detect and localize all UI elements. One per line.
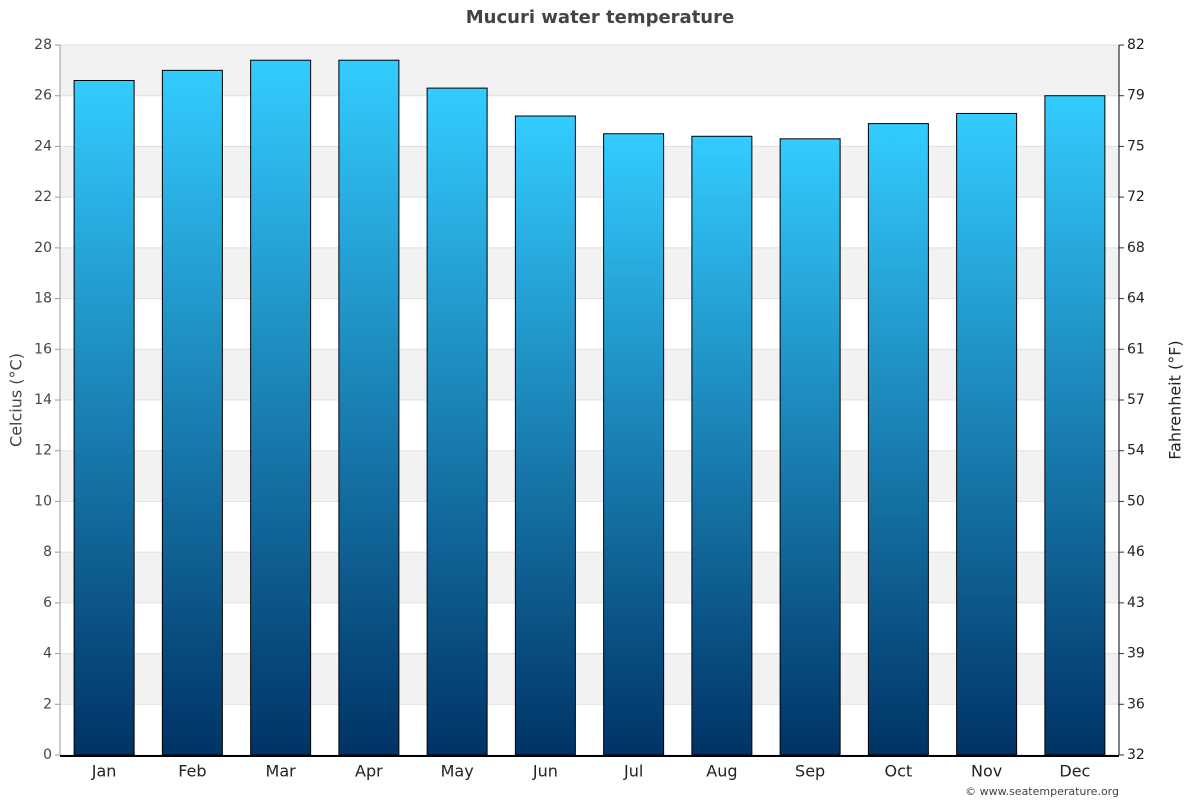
y-tick-label: 24 [34, 138, 52, 154]
y-tick-label: 4 [43, 646, 52, 662]
y2-tick-label: 54 [1127, 443, 1145, 459]
bar [73, 80, 135, 756]
y-axis-label: Celcius (°C) [7, 353, 26, 447]
bar [956, 112, 1018, 756]
chart-title: Mucuri water temperature [466, 7, 734, 28]
y-tick-label: 2 [43, 696, 52, 712]
y2-tick-label: 50 [1127, 493, 1145, 509]
y2-tick-label: 64 [1127, 291, 1145, 307]
y2-tick-label: 82 [1127, 37, 1145, 53]
y2-tick-label: 72 [1127, 189, 1145, 205]
y2-tick-label: 32 [1127, 747, 1145, 763]
y2-tick-label: 43 [1127, 595, 1145, 611]
y2-tick-label: 36 [1127, 696, 1145, 712]
bar [426, 87, 488, 756]
x-tick-label: Aug [706, 762, 737, 781]
y-tick-label: 0 [43, 747, 52, 763]
y-tick-label: 8 [43, 544, 52, 560]
y-tick-label: 10 [34, 493, 52, 509]
x-tick-label: Mar [266, 762, 297, 781]
y2-tick-label: 61 [1127, 341, 1145, 357]
bar [691, 135, 753, 756]
grid-band [60, 298, 1119, 350]
bar [161, 69, 223, 756]
bar [514, 115, 576, 756]
credit: © www.seatemperature.org [965, 785, 1119, 798]
x-tick-label: May [441, 762, 474, 781]
grid-band [60, 602, 1119, 654]
x-tick-label: Feb [178, 762, 206, 781]
y-tick-label: 28 [34, 37, 52, 53]
y2-tick-label: 79 [1127, 88, 1145, 104]
x-tick-label: Sep [795, 762, 825, 781]
x-tick-label: Jul [623, 762, 643, 781]
x-tick-label: Dec [1059, 762, 1090, 781]
grid-band [60, 400, 1119, 451]
y2-tick-label: 46 [1127, 544, 1145, 560]
x-tick-label: Apr [355, 762, 383, 781]
bar [1044, 95, 1106, 756]
y-tick-label: 26 [34, 88, 52, 104]
x-tick-label: Oct [885, 762, 913, 781]
y2-tick-label: 68 [1127, 240, 1145, 256]
grid-band [60, 95, 1119, 147]
grid-band [60, 349, 1119, 400]
x-tick-label: Jun [532, 762, 558, 781]
grid-band [60, 197, 1119, 248]
y2-axis-label: Fahrenheit (°F) [1166, 340, 1185, 459]
grid-band [60, 501, 1119, 553]
y-tick-label: 16 [34, 341, 52, 357]
grid-band [60, 552, 1119, 603]
bar [779, 138, 841, 756]
grid-band [60, 45, 1119, 96]
y-tick-label: 18 [34, 291, 52, 307]
grid-band [60, 704, 1119, 755]
y-tick-label: 12 [34, 443, 52, 459]
bar [338, 59, 400, 756]
bar [867, 123, 929, 756]
y-tick-label: 22 [34, 189, 52, 205]
bar [250, 59, 312, 756]
grid-band [60, 247, 1119, 299]
y2-tick-label: 75 [1127, 138, 1145, 154]
y2-tick-label: 39 [1127, 646, 1145, 662]
x-tick-label: Nov [971, 762, 1002, 781]
bar [603, 133, 665, 756]
grid-band [60, 146, 1119, 198]
grid-band [60, 450, 1119, 502]
y-tick-label: 14 [34, 392, 52, 408]
grid-band [60, 653, 1119, 705]
y-tick-label: 6 [43, 595, 52, 611]
x-tick-label: Jan [91, 762, 117, 781]
y2-tick-label: 57 [1127, 392, 1145, 408]
y-tick-label: 20 [34, 240, 52, 256]
